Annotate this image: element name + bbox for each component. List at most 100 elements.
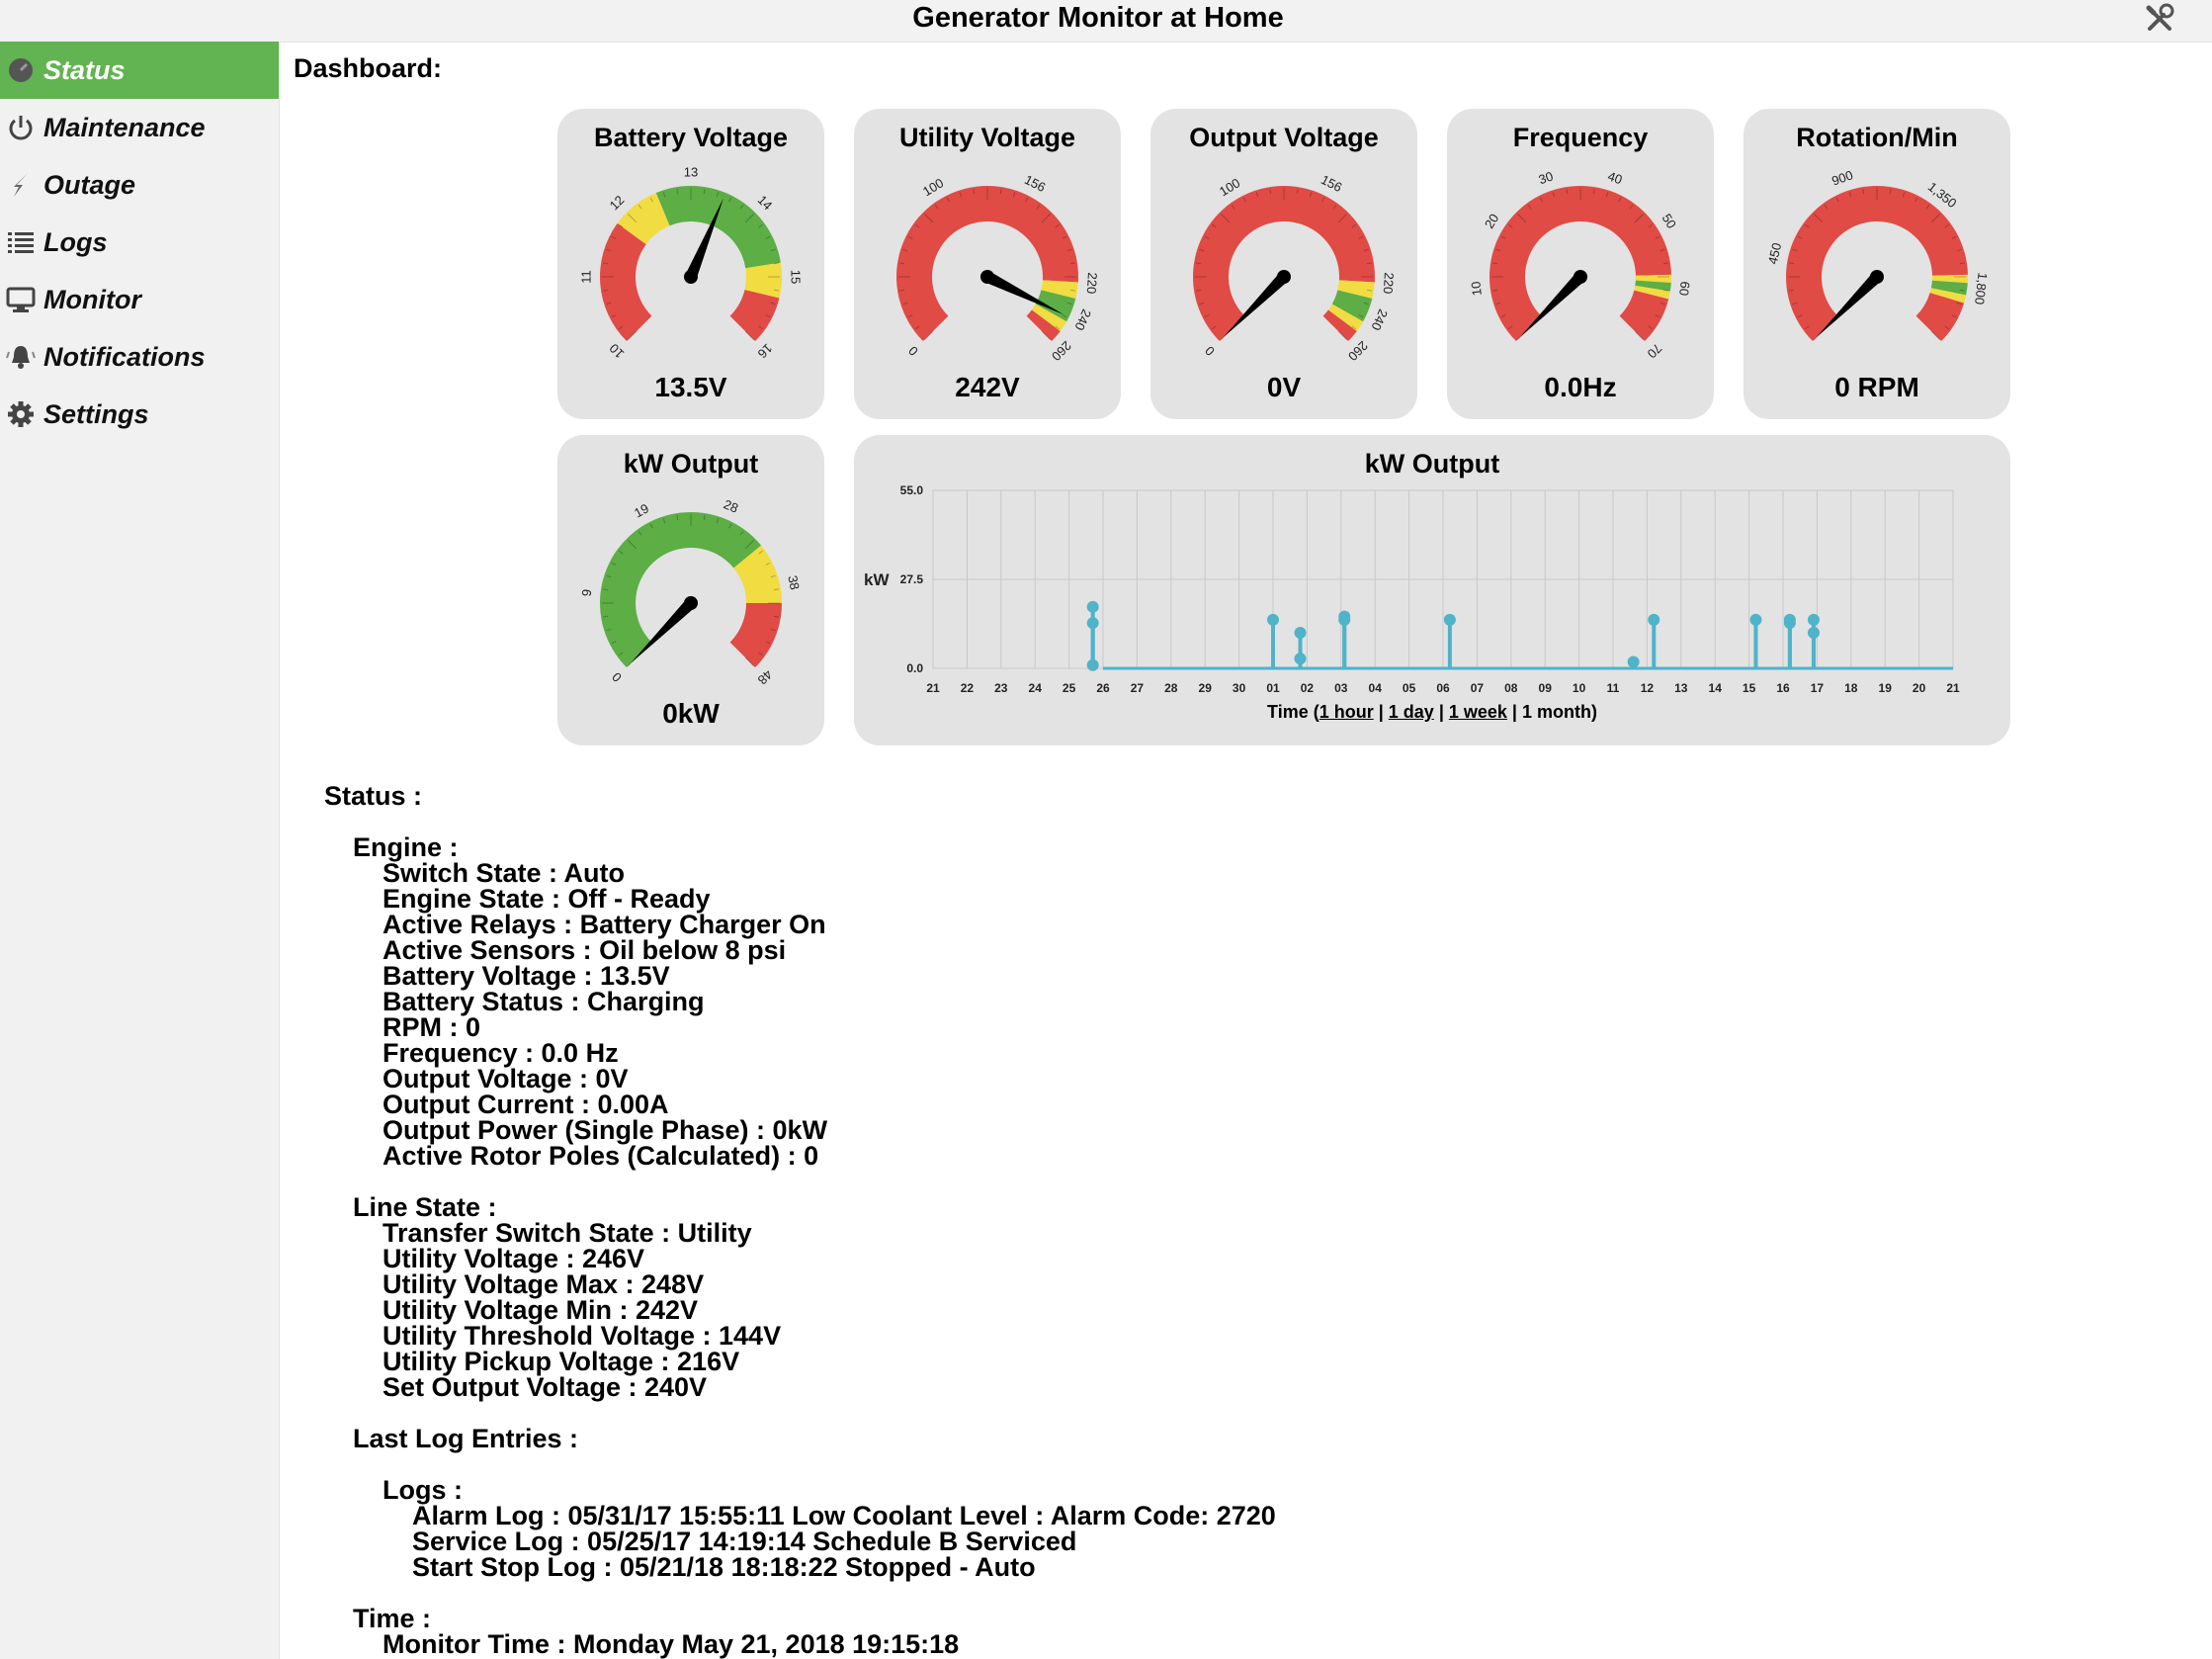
- gauge-title: Rotation/Min: [1796, 123, 1958, 152]
- gauge-tick: [1956, 248, 1962, 252]
- gauge-tick-label: 14: [755, 193, 776, 214]
- sidebar-item-logs[interactable]: Logs: [0, 214, 279, 271]
- x-tick-label: 05: [1403, 681, 1416, 695]
- gauge-band: [1635, 274, 1671, 283]
- gauge-tick: [1337, 214, 1347, 223]
- time-separator: |: [1373, 702, 1389, 722]
- gauge-tick: [1662, 262, 1668, 265]
- status-row: Output Current : 0.00A: [383, 1090, 669, 1119]
- x-tick-label: 21: [926, 681, 940, 695]
- gauge-tick: [628, 540, 638, 550]
- tools-icon[interactable]: [2145, 2, 2176, 34]
- sidebar-item-monitor[interactable]: Monitor: [0, 271, 279, 328]
- x-tick-label: 07: [1471, 681, 1485, 695]
- gauge-tick: [618, 223, 624, 228]
- x-tick-label: 20: [1913, 681, 1926, 695]
- sidebar-item-status[interactable]: Status: [0, 42, 279, 99]
- y-tick-label: 0.0: [906, 661, 923, 675]
- gauge-card-utility-voltage: Utility Voltage 0 100 156 220 240 260 242V: [854, 109, 1121, 419]
- time-range-selector: Time (1 hour | 1 day | 1 week | 1 month): [854, 702, 2010, 723]
- gauge-tick: [1321, 197, 1325, 203]
- gauge-tick: [1552, 192, 1556, 198]
- gauge-tick: [1797, 314, 1803, 318]
- list-icon: [8, 232, 34, 253]
- gauge-tick: [1527, 204, 1532, 210]
- log-row: Start Stop Log : 05/21/18 18:18:22 Stopp…: [412, 1552, 1036, 1582]
- gauge-tick: [1211, 223, 1217, 228]
- gauge-tick: [676, 189, 679, 195]
- gauge-tick: [606, 628, 612, 632]
- gauge-band: [744, 262, 782, 299]
- gauge-tick: [1517, 214, 1527, 223]
- gauge-needle: [631, 598, 696, 663]
- gauge-band: [599, 511, 762, 668]
- gauge-tick-label: 28: [722, 496, 740, 515]
- gauge-tick: [973, 189, 976, 195]
- gauge-tick-label: 10: [607, 341, 628, 362]
- gauge-tick: [1648, 223, 1654, 228]
- time-link-1-hour[interactable]: 1 hour: [1319, 702, 1374, 722]
- gauge-card-battery-voltage: Battery Voltage 10 11 12 13 14 15 16 13.5V: [557, 109, 824, 419]
- time-heading: Time :: [353, 1604, 432, 1633]
- gauge-tick: [1055, 325, 1061, 330]
- gauge-tick-label: 20: [1482, 211, 1501, 230]
- data-point: [1267, 613, 1279, 626]
- gauge-tick: [1055, 223, 1061, 228]
- gauge-tick: [1944, 325, 1950, 330]
- gauge-value: 13.5V: [654, 372, 727, 402]
- gauge-tick: [1648, 325, 1654, 330]
- gauge-hub: [1277, 270, 1291, 284]
- gauge-tick: [1358, 314, 1364, 318]
- gauge-tick: [959, 192, 963, 198]
- gauge-tick: [603, 262, 609, 265]
- x-tick-label: 12: [1641, 681, 1655, 695]
- sidebar-item-settings[interactable]: Settings: [0, 386, 279, 443]
- gauge-tick-label: 70: [1645, 341, 1665, 362]
- sidebar-item-notifications[interactable]: Notifications: [0, 328, 279, 386]
- x-tick-label: 13: [1674, 681, 1688, 695]
- gauge-tick: [1492, 262, 1498, 265]
- gauge-tick: [946, 197, 950, 203]
- gauge-tick: [1592, 189, 1595, 195]
- gauge-title: Utility Voltage: [898, 123, 1076, 152]
- gauge-band: [1327, 304, 1364, 331]
- sidebar-item-maintenance[interactable]: Maintenance: [0, 99, 279, 156]
- gauge-tick-label: 220: [1084, 272, 1100, 295]
- gauge-tick: [1296, 189, 1299, 195]
- gauge-band: [896, 186, 1078, 342]
- x-tick-label: 04: [1369, 681, 1383, 695]
- gauge-band: [1619, 290, 1669, 342]
- gear-icon: [8, 401, 34, 427]
- status-row: Utility Voltage Min : 242V: [383, 1295, 699, 1325]
- gauge-hub: [1574, 270, 1587, 284]
- gauge-tick: [603, 289, 609, 292]
- gauge-tick: [1956, 302, 1962, 306]
- gauge-card-output-voltage: Output Voltage 0 100 156 220 240 260 0V: [1150, 109, 1417, 419]
- gauge-band: [1322, 309, 1357, 342]
- gauge-tick: [770, 248, 776, 252]
- gauge-hub: [980, 270, 994, 284]
- gauge-tick: [1204, 235, 1210, 239]
- status-row: Frequency : 0.0 Hz: [383, 1038, 619, 1068]
- status-row: RPM : 0: [383, 1012, 481, 1042]
- gauge-band: [1193, 186, 1375, 342]
- gauge-band: [1489, 186, 1671, 342]
- time-link-1-week[interactable]: 1 week: [1448, 702, 1507, 722]
- sidebar-item-label: Logs: [43, 226, 108, 257]
- gauge-tick: [1309, 192, 1313, 198]
- gauge-tick: [770, 302, 776, 306]
- time-link-1-day[interactable]: 1 day: [1388, 702, 1434, 722]
- chart-title: kW Output: [1364, 449, 1500, 479]
- gauge-tick-label: 15: [789, 270, 804, 284]
- gauge-tick: [1500, 235, 1506, 239]
- gauge-tick: [603, 588, 609, 591]
- gauge-tick-label: 13: [684, 166, 698, 179]
- gauge-tick: [1507, 325, 1513, 330]
- gauge-tick: [1605, 192, 1609, 198]
- monitor-icon: [6, 287, 36, 312]
- gauge-tick: [1204, 314, 1210, 318]
- gauge-tick: [1539, 197, 1543, 203]
- gauge-tick-label: 240: [1071, 307, 1094, 333]
- data-point: [1807, 613, 1820, 626]
- sidebar-item-outage[interactable]: Outage: [0, 156, 279, 214]
